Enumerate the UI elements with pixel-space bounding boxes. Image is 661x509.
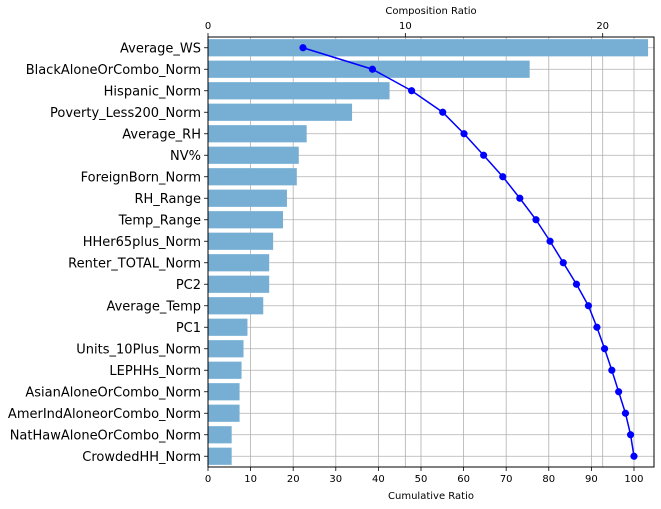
cumulative-point-19 [630, 452, 638, 460]
cumulative-point-3 [439, 108, 447, 116]
cumulative-point-0 [299, 44, 307, 52]
category-label-16: AsianAloneOrCombo_Norm [25, 385, 201, 400]
cumulative-point-18 [626, 431, 635, 439]
cumulative-point-13 [593, 323, 601, 331]
category-label-19: CrowdedHH_Norm [82, 450, 201, 465]
cumulative-point-10 [559, 259, 567, 267]
bottom-tick-label-8: 80 [542, 474, 555, 485]
cumulative-point-6 [499, 173, 507, 181]
cumulative-point-1 [368, 65, 377, 73]
cumulative-point-9 [546, 237, 554, 245]
bar-19 [208, 447, 232, 465]
category-label-12: Average_Temp [106, 299, 201, 314]
bar-18 [208, 426, 232, 444]
bottom-tick-label-1: 10 [244, 474, 257, 485]
cumulative-point-16 [615, 388, 623, 396]
bar-7 [208, 189, 287, 207]
bar-15 [208, 361, 242, 379]
cumulative-point-7 [516, 194, 524, 202]
category-label-7: RH_Range [134, 192, 201, 207]
bottom-tick-label-7: 70 [500, 474, 513, 485]
bar-0 [208, 39, 649, 57]
cumulative-point-14 [600, 345, 609, 353]
cumulative-point-8 [532, 216, 540, 224]
top-tick-label-1: 10 [399, 21, 412, 32]
category-label-1: BlackAloneOrCombo_Norm [26, 63, 201, 78]
bar-13 [208, 318, 248, 336]
cumulative-line [299, 44, 638, 460]
bottom-tick-label-0: 0 [205, 474, 211, 485]
category-label-13: PC1 [176, 321, 201, 336]
category-label-0: Average_WS [120, 41, 201, 56]
category-label-5: NV% [170, 149, 201, 164]
category-label-6: ForeignBorn_Norm [81, 170, 201, 185]
category-label-15: LEPHHs_Norm [109, 364, 201, 379]
category-label-8: Temp_Range [118, 213, 201, 228]
cumulative-point-5 [480, 151, 488, 159]
cumulative-point-12 [584, 302, 592, 310]
cumulative-line-path [302, 47, 635, 457]
category-label-4: Average_RH [122, 127, 201, 142]
cumulative-point-11 [572, 280, 581, 288]
bottom-tick-label-5: 50 [415, 474, 428, 485]
bar-4 [208, 125, 307, 143]
bottom-tick-label-9: 90 [585, 474, 598, 485]
bar-9 [208, 232, 274, 250]
bars [208, 39, 649, 465]
cumulative-point-17 [621, 409, 630, 417]
bottom-tick-label-6: 60 [457, 474, 470, 485]
bar-17 [208, 404, 240, 422]
cumulative-point-4 [460, 130, 468, 138]
bar-3 [208, 103, 353, 121]
cumulative-point-15 [608, 366, 616, 374]
category-label-9: HHer65plus_Norm [83, 235, 201, 250]
top-tick-label-0: 0 [205, 21, 211, 32]
bar-2 [208, 82, 390, 100]
bottom-axis: 0 10 20 30 40 50 60 70 80 90 100 [205, 467, 644, 485]
category-label-10: Renter_TOTAL_Norm [68, 256, 201, 271]
bottom-tick-label-4: 40 [372, 474, 385, 485]
bottom-tick-label-2: 20 [287, 474, 300, 485]
top-axis: 0 10 20 [205, 21, 609, 37]
bar-10 [208, 254, 270, 272]
category-label-2: Hispanic_Norm [104, 84, 201, 99]
category-labels: Average_WS BlackAloneOrCombo_Norm Hispanic… [8, 41, 208, 465]
plot-frame [207, 36, 655, 468]
bar-11 [208, 275, 270, 293]
category-label-3: Poverty_Less200_Norm [50, 106, 201, 121]
top-tick-label-2: 20 [596, 21, 609, 32]
category-label-17: AmerIndAloneorCombo_Norm [8, 407, 201, 422]
bar-16 [208, 383, 240, 401]
bar-6 [208, 168, 297, 186]
cumulative-point-2 [408, 87, 416, 95]
bottom-tick-label-10: 100 [624, 474, 643, 485]
bar-14 [208, 340, 244, 358]
category-label-14: Units_10Plus_Norm [76, 342, 201, 357]
bottom-tick-label-3: 30 [329, 474, 342, 485]
grid [207, 37, 654, 467]
category-label-11: PC2 [176, 278, 201, 293]
top-axis-title: Composition Ratio [385, 6, 476, 17]
bar-12 [208, 297, 264, 315]
bar-8 [208, 211, 283, 229]
bottom-axis-title: Cumulative Ratio [388, 491, 474, 502]
bar-5 [208, 146, 299, 164]
category-label-18: NatHawAloneOrCombo_Norm [10, 428, 201, 443]
